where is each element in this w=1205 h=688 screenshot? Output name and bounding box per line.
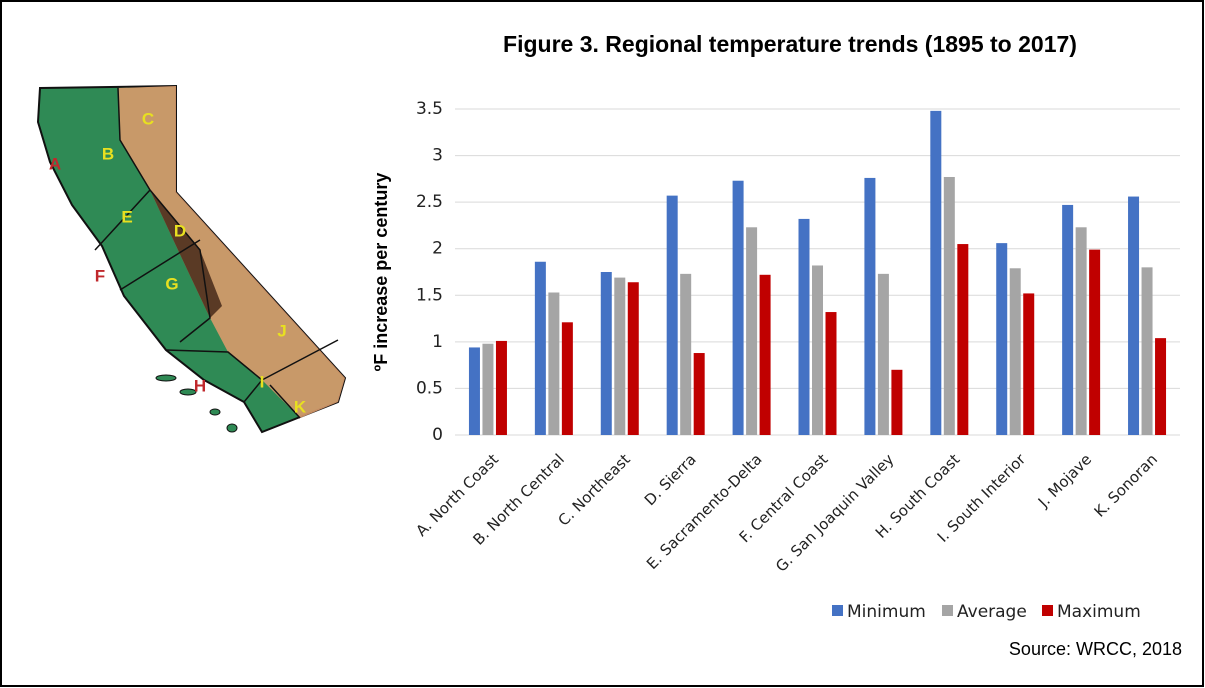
bar — [759, 274, 771, 435]
bar — [1062, 204, 1074, 435]
legend-swatch — [1042, 605, 1053, 616]
bar — [996, 243, 1008, 435]
bar — [1141, 267, 1153, 435]
map-label: B — [102, 144, 114, 163]
bar — [666, 195, 678, 435]
bar — [825, 312, 837, 435]
map-label: A — [49, 154, 61, 173]
map-label: G — [165, 274, 178, 293]
bar — [798, 218, 810, 435]
map-label: K — [294, 397, 307, 416]
bar — [732, 180, 744, 435]
y-tick-label: 0.5 — [416, 378, 443, 398]
legend-label: Minimum — [847, 602, 926, 622]
bar — [614, 277, 626, 435]
x-tick-label: K. Sonoran — [1091, 450, 1161, 520]
map — [36, 84, 347, 434]
bar — [812, 265, 823, 435]
bar — [561, 322, 573, 435]
legend-swatch — [832, 605, 843, 616]
bar — [534, 261, 546, 435]
y-tick-label: 3 — [432, 146, 443, 166]
legend-label: Average — [957, 602, 1027, 622]
bar — [1128, 196, 1140, 435]
legend-label: Maximum — [1057, 602, 1141, 622]
y-tick-label: 3.5 — [416, 99, 443, 119]
y-axis-label: ºF increase per century — [371, 173, 391, 372]
bar — [600, 272, 612, 435]
bar — [548, 292, 560, 435]
x-tick-label: E. Sacramento-Delta — [643, 450, 766, 573]
map-label: C — [142, 109, 154, 128]
y-tick-label: 2 — [432, 239, 443, 259]
bar — [627, 282, 639, 435]
bar — [693, 353, 705, 435]
bar — [746, 227, 758, 435]
bar — [680, 273, 692, 435]
x-tick-label: D. Sierra — [641, 450, 700, 509]
map-label: E — [121, 207, 132, 226]
bar — [468, 347, 480, 435]
legend-swatch — [942, 605, 953, 616]
bar — [1023, 293, 1035, 435]
bar — [1075, 227, 1087, 435]
bar — [1009, 268, 1021, 435]
map-label: I — [260, 372, 265, 391]
map-label: J — [277, 321, 286, 340]
bar — [864, 177, 876, 435]
x-tick-label: G. San Joaquin Valley — [772, 450, 897, 575]
bar — [1089, 249, 1101, 435]
y-tick-label: 1 — [432, 332, 443, 352]
y-tick-label: 1.5 — [416, 285, 443, 305]
map-label: F — [95, 266, 105, 285]
map-label: H — [194, 376, 206, 395]
chart-title: Figure 3. Regional temperature trends (1… — [503, 31, 1077, 57]
bar — [957, 244, 969, 435]
source: Source: WRCC, 2018 — [1009, 639, 1182, 659]
y-tick-label: 0 — [432, 425, 443, 445]
bar — [1155, 338, 1167, 435]
bar — [930, 110, 942, 435]
bar — [943, 176, 955, 435]
x-tick-label: J. Mojave — [1034, 450, 1095, 511]
y-tick-label: 2.5 — [416, 192, 443, 212]
bar — [891, 369, 903, 435]
bar — [495, 340, 507, 435]
map-label: D — [174, 221, 186, 240]
bar — [877, 273, 889, 435]
bar — [482, 343, 494, 435]
